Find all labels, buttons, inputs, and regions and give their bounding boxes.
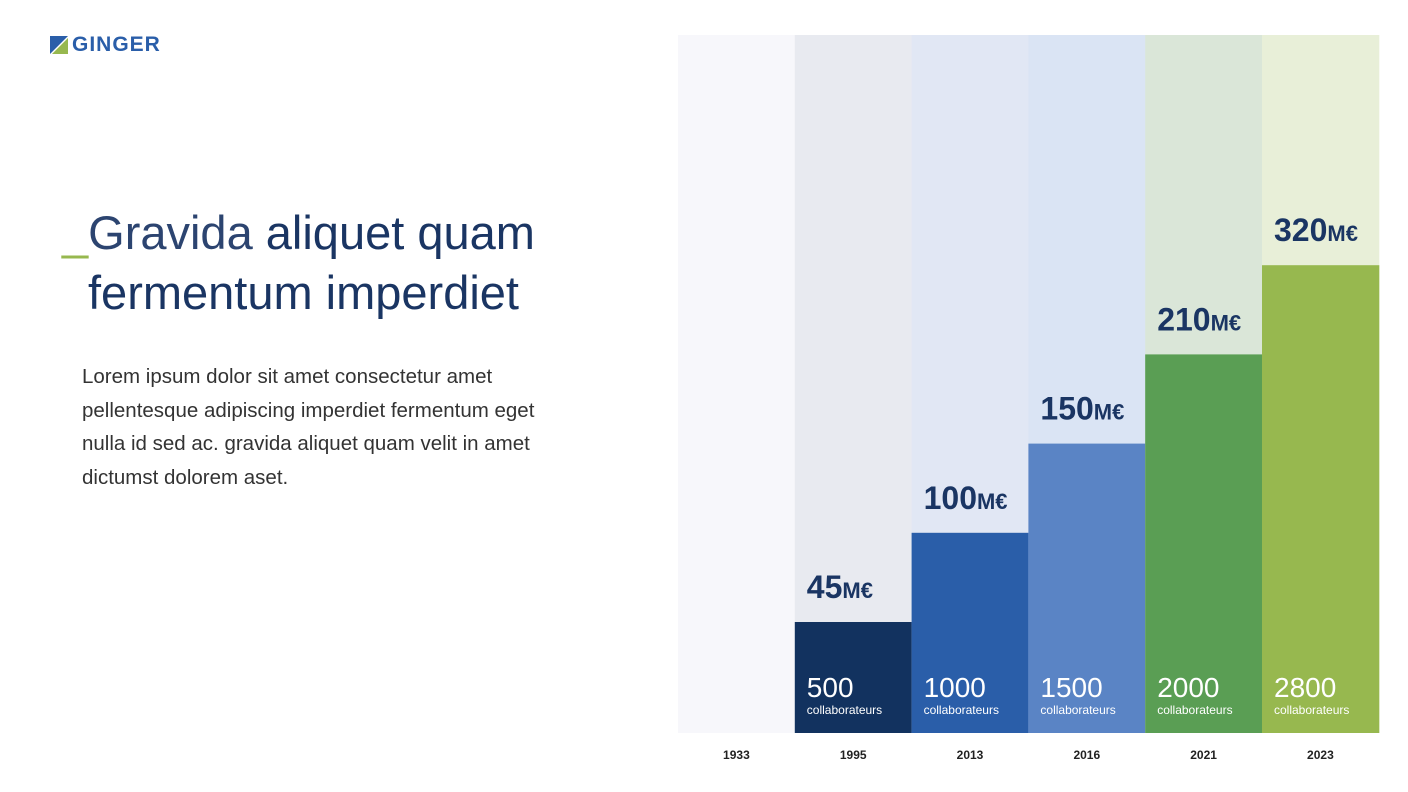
revenue-unit: M€ xyxy=(1327,221,1358,246)
year-tick-label: 1995 xyxy=(840,748,867,762)
headcount-label: 2000 xyxy=(1157,672,1219,703)
title-light: Gravida xyxy=(88,206,266,259)
headcount-label: 500 xyxy=(807,672,854,703)
revenue-unit: M€ xyxy=(1094,400,1125,425)
headcount-label: 1000 xyxy=(924,672,986,703)
column-background xyxy=(678,35,796,733)
headcount-unit: collaborateurs xyxy=(1040,703,1115,717)
bar xyxy=(1028,443,1146,733)
headcount-unit: collaborateurs xyxy=(1274,703,1349,717)
year-tick-label: 2016 xyxy=(1073,748,1100,762)
year-tick-label: 2023 xyxy=(1307,748,1334,762)
headcount-label: 1500 xyxy=(1040,672,1102,703)
revenue-unit: M€ xyxy=(977,489,1008,514)
headcount-unit: collaborateurs xyxy=(924,703,999,717)
bar xyxy=(911,532,1029,733)
headcount-unit: collaborateurs xyxy=(1157,703,1232,717)
revenue-unit: M€ xyxy=(1211,310,1242,335)
logo-mark-icon xyxy=(50,36,68,54)
year-tick-label: 2021 xyxy=(1190,748,1217,762)
bar xyxy=(1262,265,1380,733)
bar xyxy=(1145,354,1263,733)
headcount-unit: collaborateurs xyxy=(807,703,882,717)
revenue-label: 150M€ xyxy=(1040,391,1124,427)
year-tick-label: 2013 xyxy=(957,748,984,762)
bar xyxy=(794,622,913,733)
year-tick-label: 1933 xyxy=(723,748,750,762)
title-line2: fermentum imperdiet xyxy=(88,266,519,319)
title-dash: _ xyxy=(62,206,89,259)
title-bold: aliquet quam xyxy=(265,206,535,259)
body-text: Lorem ipsum dolor sit amet consectetur a… xyxy=(82,365,535,489)
revenue-unit: M€ xyxy=(842,578,873,603)
headcount-label: 2800 xyxy=(1274,672,1336,703)
page-title: _Gravida aliquet quam fermentum imperdie… xyxy=(62,203,535,323)
column-background xyxy=(794,35,913,733)
revenue-label: 320M€ xyxy=(1274,212,1358,248)
logo-text: GINGER xyxy=(72,33,161,56)
ginger-logo: GINGER xyxy=(50,33,161,57)
